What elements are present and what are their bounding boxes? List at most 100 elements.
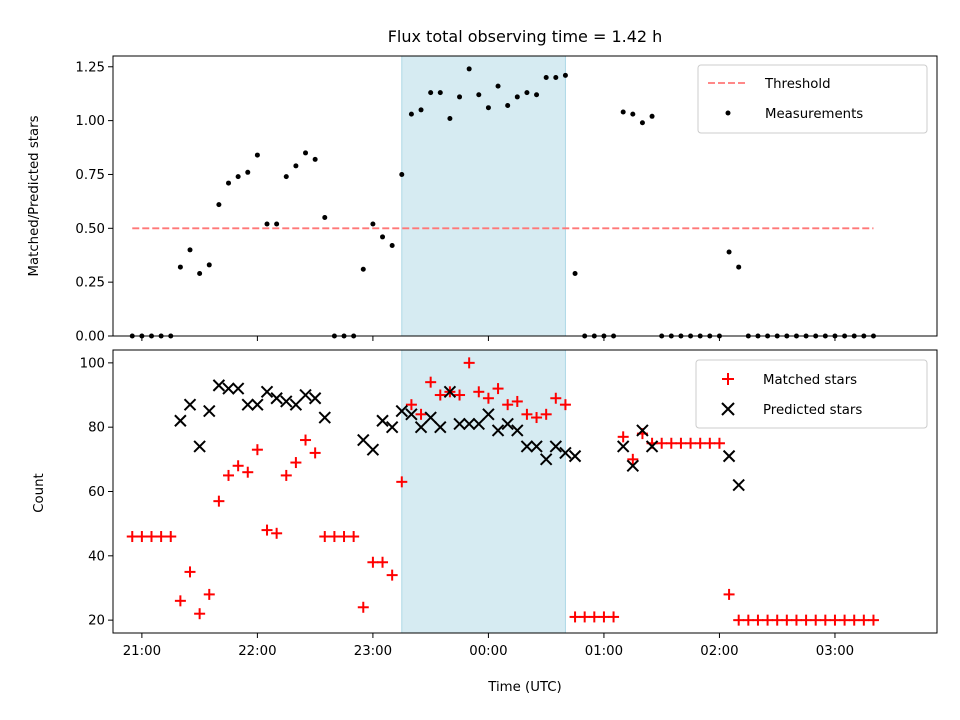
matched-star-point (492, 383, 504, 395)
matched-star-point (867, 614, 879, 626)
predicted-star-point (366, 443, 380, 456)
matched-star-point (165, 531, 177, 543)
predicted-star-point (443, 385, 457, 399)
matched-star-point (579, 611, 591, 623)
predicted-star-point (414, 420, 428, 434)
matched-star-point (829, 614, 841, 626)
measurement-point (639, 120, 645, 126)
y-tick-label: 0.00 (75, 330, 105, 345)
y-tick-label: 1.25 (75, 60, 105, 75)
y-tick-label: 60 (88, 485, 105, 500)
count-panel: 20 40 60 80 100 21:00 22:00 23:00 00:00 01:00 02:… (32, 349, 938, 695)
matched-star-point (338, 531, 350, 543)
measurement-point (283, 174, 289, 180)
matched-star-point (251, 444, 263, 456)
matched-star-point (396, 476, 408, 488)
count-panel-frame (112, 349, 938, 634)
time-x-axis-label: Time (UTC) (487, 680, 562, 695)
matched-star-point (723, 588, 735, 600)
ratio-legend-box (697, 64, 928, 134)
measurement-point (235, 174, 241, 180)
matched-star-point (242, 466, 254, 478)
x-axis-ticks-ratio (141, 336, 836, 341)
matched-stars-points (126, 357, 879, 626)
matched-star-point (627, 453, 639, 465)
count-legend: Matched stars Predicted stars (695, 359, 928, 429)
measurement-point (562, 72, 568, 78)
measurements-legend-swatch (725, 110, 731, 116)
matched-star-point (502, 399, 514, 411)
matched-star-point (223, 469, 235, 481)
measurement-point (264, 221, 270, 227)
matched-star-point (434, 389, 446, 401)
matched-star-point (790, 614, 802, 626)
predicted-star-point (511, 424, 524, 437)
measurement-point (505, 103, 511, 109)
matched-star-point (810, 614, 822, 626)
matched-star-point (742, 614, 754, 626)
predicted-star-point (453, 417, 466, 431)
chart-title: Flux total observing time = 1.42 h (388, 27, 663, 46)
y-axis-ticks-count: 20 40 60 80 100 (80, 356, 113, 629)
matched-star-point (839, 614, 851, 626)
matched-legend-swatch (722, 373, 734, 385)
matched-star-point (781, 614, 793, 626)
matched-star-point (550, 392, 562, 404)
measurements-legend-label: Measurements (765, 107, 863, 122)
matched-star-point (598, 611, 610, 623)
matched-star-point (155, 531, 167, 543)
matched-star-point (540, 408, 552, 420)
matched-star-point (704, 437, 716, 449)
matched-star-point (232, 460, 244, 472)
predicted-star-point (501, 417, 514, 431)
matched-legend-label: Matched stars (763, 373, 857, 388)
measurement-point (389, 243, 395, 249)
measurement-point (360, 266, 366, 272)
y-tick-label: 80 (88, 421, 105, 436)
measurement-point (534, 92, 540, 98)
measurement-point (457, 94, 463, 100)
measurement-point (245, 169, 251, 175)
count-y-axis-label: Count (32, 473, 47, 513)
matched-star-point (569, 611, 581, 623)
predicted-star-point (434, 420, 447, 434)
matched-star-point (146, 531, 158, 543)
matched-star-point (348, 531, 360, 543)
matched-star-point (328, 531, 340, 543)
matched-star-point (309, 447, 321, 459)
measurement-point (293, 163, 299, 169)
predicted-star-point (462, 417, 476, 431)
predicted-star-point (357, 433, 370, 447)
predicted-star-point (289, 398, 303, 411)
measurement-point (187, 247, 193, 253)
predicted-star-point (491, 424, 505, 437)
predicted-star-point (539, 453, 553, 466)
matched-star-point (463, 357, 475, 369)
matched-star-point (367, 556, 379, 568)
x-tick-label: 23:00 (354, 644, 392, 659)
y-axis-ticks-ratio: 0.00 0.25 0.50 0.75 1.00 1.25 (75, 60, 113, 345)
y-tick-label: 40 (88, 549, 105, 564)
measurement-point (274, 221, 280, 227)
matched-star-point (203, 588, 215, 600)
matched-star-point (213, 495, 225, 507)
matched-star-point (531, 412, 543, 424)
predicted-star-point (280, 395, 293, 408)
measurement-point (553, 75, 559, 81)
matched-star-point (290, 457, 302, 469)
matched-star-point (405, 399, 417, 411)
matched-star-point (685, 437, 697, 449)
matched-star-point (300, 434, 312, 446)
x-tick-label: 01:00 (585, 644, 623, 659)
matched-star-point (174, 595, 186, 607)
matched-star-point (184, 566, 196, 578)
measurement-point (312, 156, 318, 162)
predicted-star-point (616, 440, 630, 453)
predicted-star-point (482, 408, 495, 421)
measurement-point (543, 75, 549, 81)
matched-star-point (136, 531, 148, 543)
measurement-point (736, 264, 742, 270)
measurement-point (466, 66, 472, 72)
predicted-star-point (212, 379, 226, 392)
predicted-star-point (193, 440, 206, 453)
